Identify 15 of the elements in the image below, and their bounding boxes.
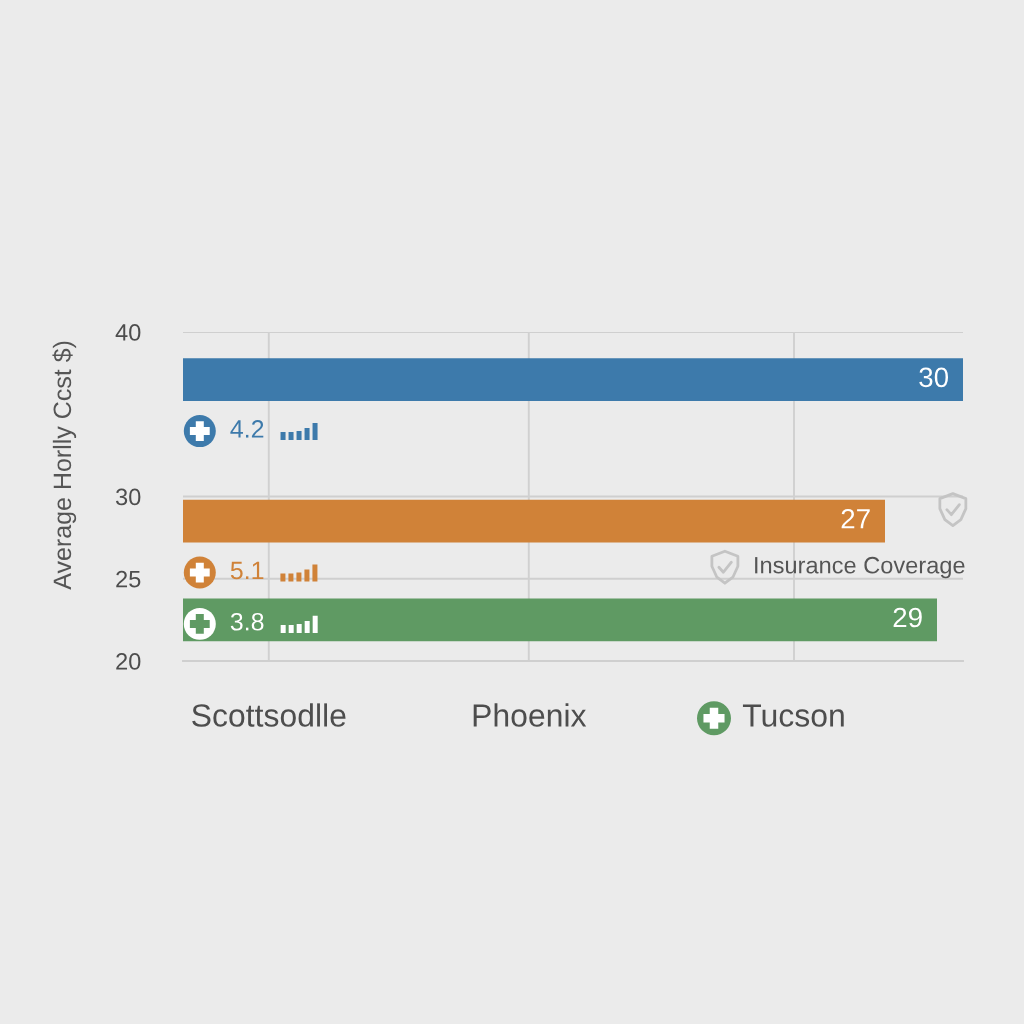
y-tick-label: 40 bbox=[115, 324, 141, 341]
annotation: Insurance Coverage bbox=[755, 556, 965, 579]
ref-line-label: Phoenix bbox=[473, 703, 587, 727]
annotation: 5.1 bbox=[230, 561, 264, 580]
y-tick-label: 25 bbox=[116, 570, 141, 588]
y-axis-title: Average Horlly Ccst $) bbox=[52, 341, 77, 590]
annotation: 4.2 bbox=[230, 420, 264, 438]
data-label: 29 bbox=[893, 607, 922, 628]
data-label: 27 bbox=[841, 508, 870, 529]
annotation: 3.8 bbox=[230, 612, 264, 631]
ref-line-label: Tucson bbox=[742, 704, 844, 727]
data-label: 30 bbox=[919, 367, 949, 388]
ref-line-label: Scottsodlle bbox=[192, 703, 346, 727]
y-tick-label: 20 bbox=[116, 653, 141, 670]
y-tick-label: 30 bbox=[115, 488, 141, 506]
